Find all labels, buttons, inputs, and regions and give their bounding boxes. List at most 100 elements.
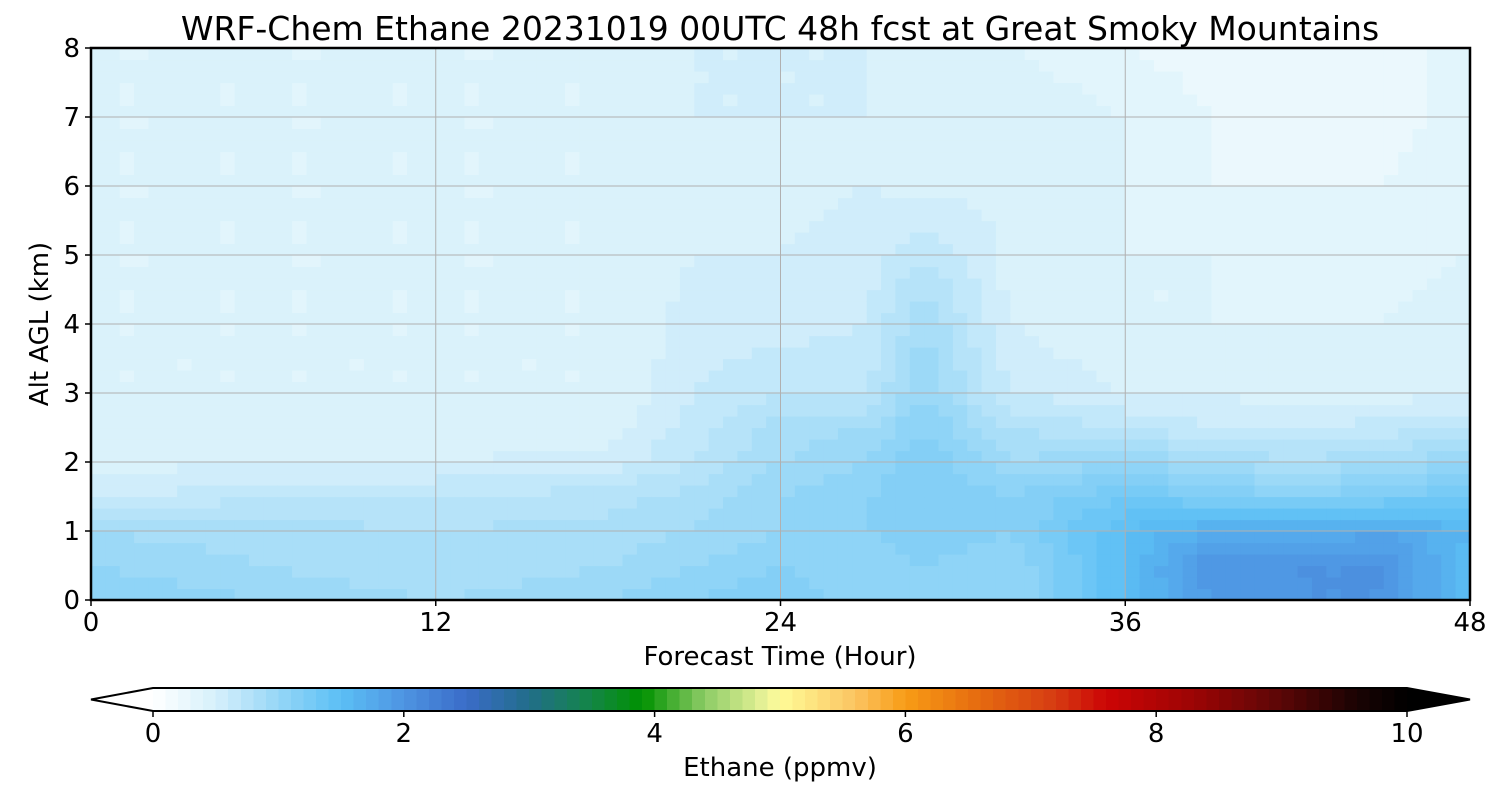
field-cell [320,48,336,61]
field-cell [148,588,164,601]
field-cell [895,335,911,348]
field-cell [837,519,853,532]
field-cell [249,82,264,95]
field-cell [1010,48,1026,61]
field-cell [1254,439,1270,452]
field-cell [952,82,968,95]
field-cell [608,301,624,314]
field-cell [191,335,207,348]
field-cell [1197,289,1213,302]
field-cell [794,105,810,118]
field-cell [809,186,825,199]
field-cell [852,462,868,475]
field-cell [292,105,308,118]
field-cell [694,462,710,475]
field-cell [392,462,408,475]
field-cell [995,473,1011,486]
field-cell [1010,335,1026,348]
field-cell [1297,243,1313,256]
field-cell [392,243,408,256]
field-cell [306,266,322,279]
field-cell [622,278,638,291]
field-cell [363,255,379,268]
field-cell [105,59,121,72]
field-cell [450,404,466,417]
field-cell [220,117,236,130]
field-cell [335,48,351,61]
field-cell [450,542,466,555]
field-cell [1441,209,1457,222]
field-cell [866,347,882,360]
field-cell [1082,243,1098,256]
field-cell [1297,335,1313,348]
field-cell [1197,232,1213,245]
field-cell [780,82,796,95]
field-cell [1412,393,1428,406]
field-cell [1153,278,1169,291]
field-cell [1110,301,1126,314]
field-cell [320,82,336,95]
field-cell [694,243,710,256]
field-cell [1168,519,1184,532]
field-cell [1067,588,1083,601]
field-cell [292,209,308,222]
field-cell [723,439,738,452]
field-cell [550,485,566,498]
field-cell [981,450,997,463]
field-cell [148,519,164,532]
field-cell [263,531,279,544]
field-cell [292,565,308,578]
field-cell [1412,94,1428,107]
field-cell [450,312,466,325]
field-cell [794,255,810,268]
field-cell [837,324,853,337]
field-cell [1283,94,1299,107]
field-cell [550,531,566,544]
field-cell [651,508,667,521]
field-cell [205,577,221,590]
field-cell [1067,565,1083,578]
field-cell [1082,347,1098,360]
field-cell [1053,554,1069,567]
field-cell [1283,508,1299,521]
field-cell [766,358,782,371]
field-cell [1125,140,1141,153]
field-cell [636,94,652,107]
field-cell [263,358,279,371]
field-cell [1067,301,1083,314]
field-cell [1412,531,1428,544]
field-cell [766,393,782,406]
field-cell [895,577,911,590]
field-cell [1297,71,1313,84]
field-cell [421,508,437,521]
y-tick-label: 1 [63,517,80,547]
field-cell [1053,140,1069,153]
field-cell [550,266,566,279]
field-cell [105,301,121,314]
field-cell [694,163,710,176]
field-cell [981,289,997,302]
field-cell [679,94,695,107]
field-cell [636,427,652,440]
field-cell [464,565,480,578]
field-cell [593,94,609,107]
field-cell [1240,588,1256,601]
field-cell [866,588,882,601]
field-cell [895,59,911,72]
field-cell [249,416,264,429]
field-cell [1168,94,1184,107]
field-cell [521,82,537,95]
field-cell [1383,519,1399,532]
field-cell [794,588,810,601]
field-cell [1197,71,1213,84]
field-cell [407,312,422,325]
field-cell [1053,519,1069,532]
field-cell [579,151,595,164]
field-cell [292,59,308,72]
field-cell [1182,542,1198,555]
field-cell [565,554,580,567]
field-cell [593,416,609,429]
field-cell [924,255,940,268]
field-cell [148,209,164,222]
field-cell [1441,289,1457,302]
